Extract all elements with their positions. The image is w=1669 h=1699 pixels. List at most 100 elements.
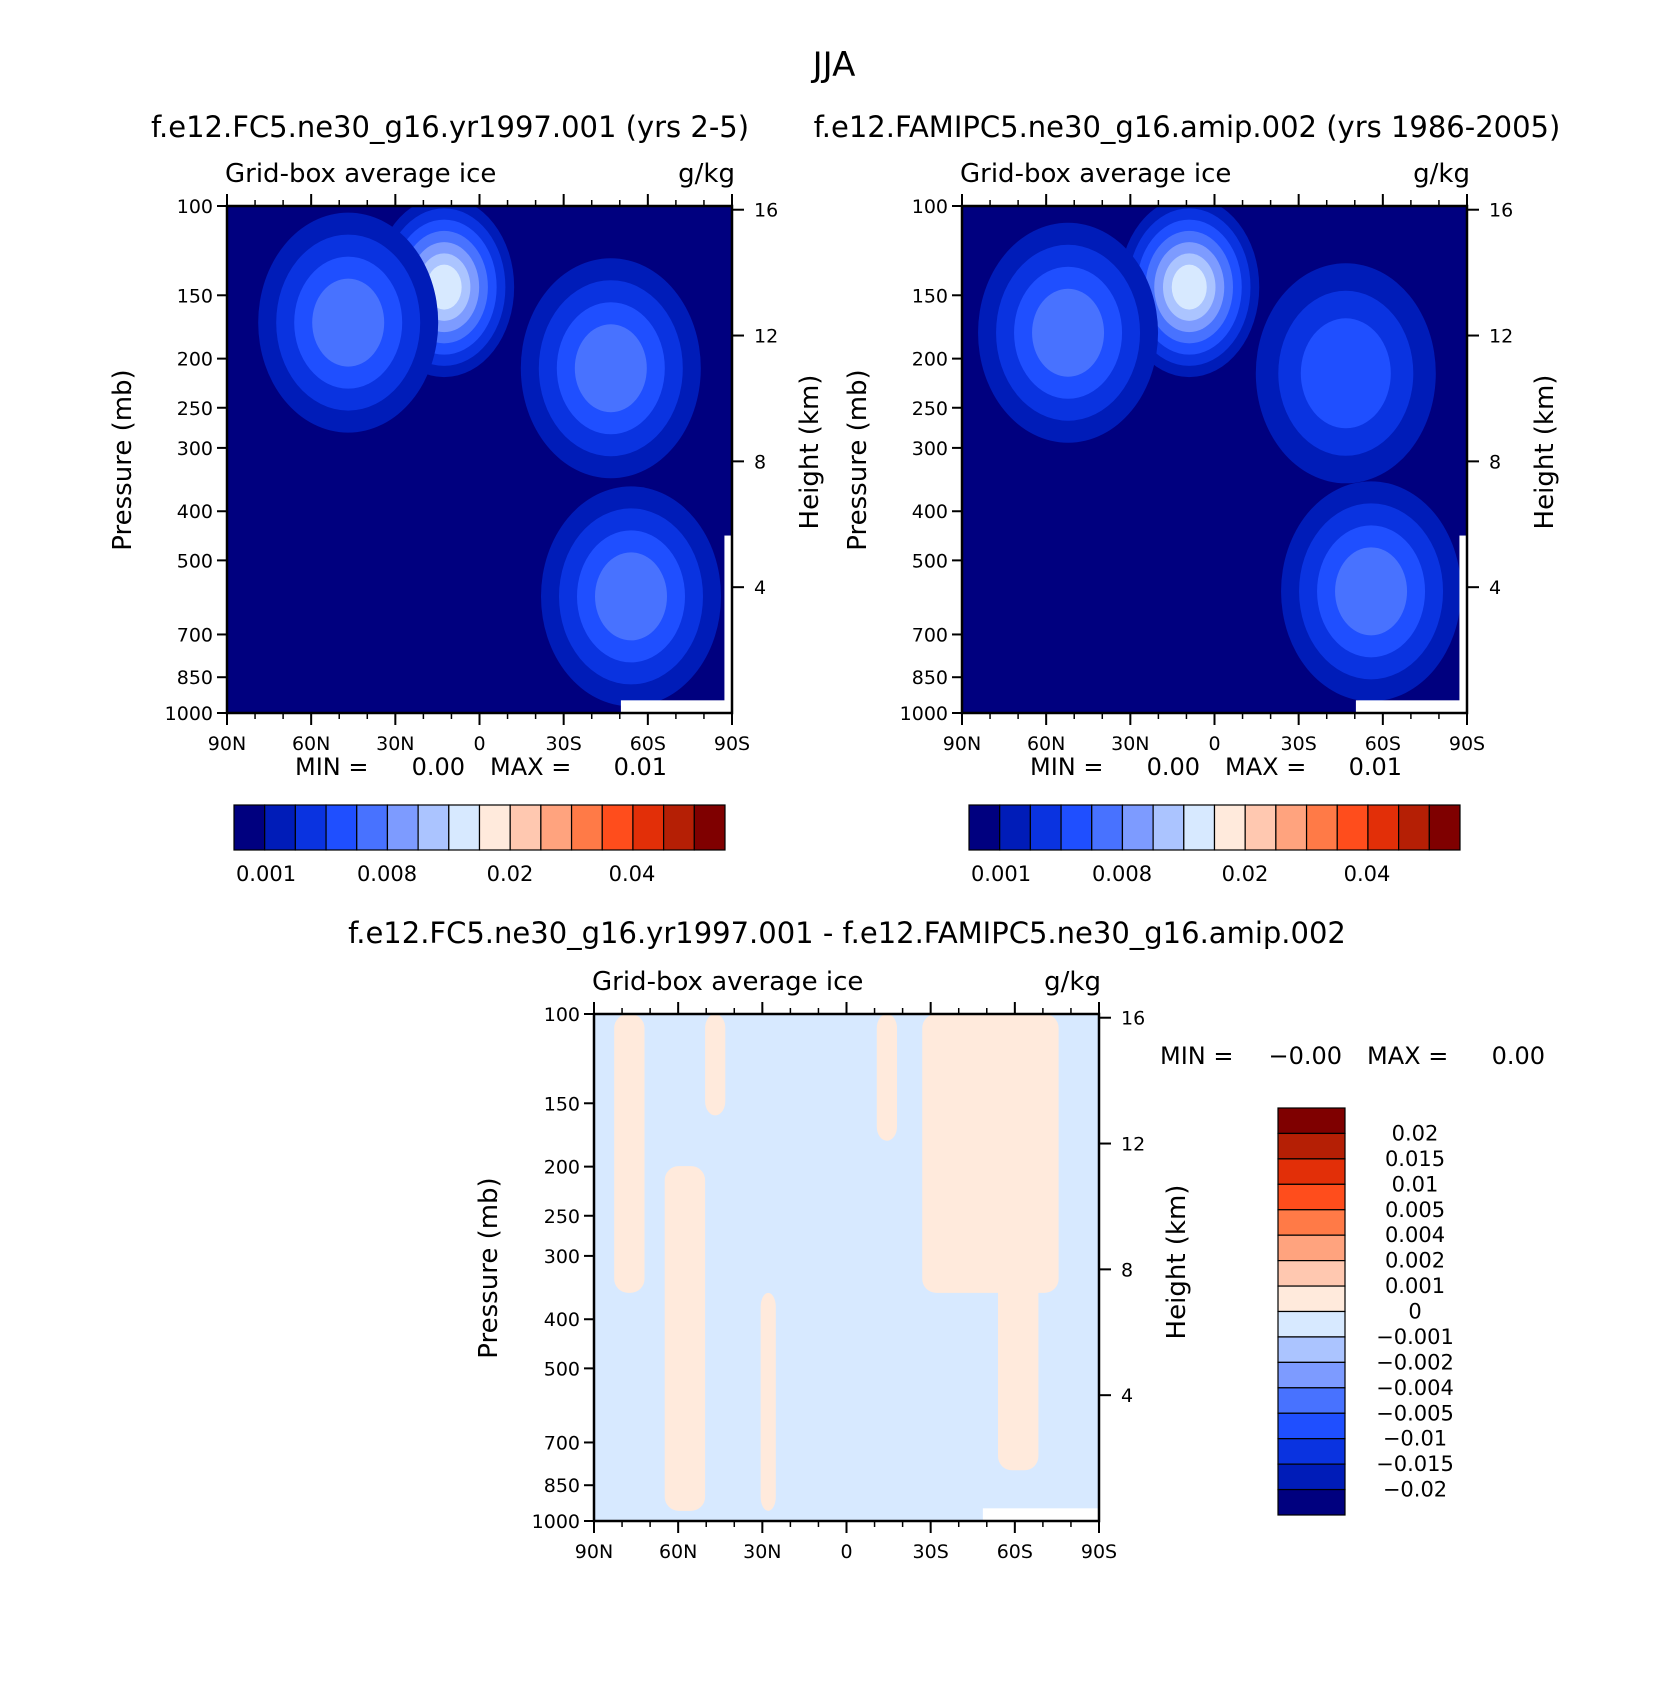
colorbar-swatch — [968, 804, 1001, 851]
y2-tick-label: 8 — [1489, 451, 1501, 473]
y2-tick-label: 4 — [1121, 1385, 1133, 1407]
colorbar-swatch — [663, 804, 695, 851]
panel-2-title: f.e12.FAMIPC5.ne30_g16.amip.002 (yrs 198… — [814, 110, 1561, 144]
x-tick-label: 30S — [546, 733, 582, 755]
y-tick-label: 150 — [544, 1093, 580, 1115]
panel-2-ylabel: Pressure (mb) — [843, 369, 873, 550]
panel-3-max-value: 0.00 — [1492, 1042, 1545, 1070]
colorbar-swatch — [1213, 804, 1246, 851]
colorbar-swatch — [1367, 804, 1400, 851]
colorbar-swatch — [1244, 804, 1277, 851]
colorbar-swatch — [1305, 804, 1338, 851]
panel-1-max-value: 0.01 — [614, 753, 667, 781]
colorbar-swatch — [601, 804, 634, 851]
x-tick-label: 30N — [743, 1541, 781, 1563]
panel-2-min-label: MIN = — [1030, 753, 1103, 781]
colorbar-label: −0.01 — [1383, 1427, 1447, 1451]
colorbar-swatch — [1336, 804, 1369, 851]
colorbar-label: 0.001 — [1385, 1274, 1445, 1298]
x-tick-label: 30N — [376, 733, 414, 755]
positive-anomaly — [922, 1014, 1059, 1293]
colorbar-swatch — [1277, 1488, 1346, 1516]
missing-data — [982, 1508, 1099, 1521]
missing-data — [724, 535, 732, 713]
panel-2-minmax: MIN = 0.00 MAX = 0.01 — [1030, 753, 1402, 781]
colorbar-label: 0.02 — [1222, 862, 1269, 886]
colorbar-swatch — [1029, 804, 1062, 851]
x-tick-label: 30S — [913, 1541, 949, 1563]
colorbar-swatch — [1152, 804, 1185, 851]
colorbar-swatch — [509, 804, 542, 851]
colorbar-label: 0.008 — [357, 862, 417, 886]
positive-anomaly — [876, 1014, 897, 1141]
y2-tick-label: 12 — [1121, 1134, 1145, 1156]
y-tick-label: 250 — [544, 1206, 580, 1228]
positive-anomaly — [705, 1014, 726, 1116]
colorbar-label: 0.005 — [1385, 1198, 1445, 1222]
colorbar-swatch — [1277, 1107, 1346, 1135]
colorbar-label: −0.02 — [1383, 1478, 1447, 1502]
colorbar-label: 0.02 — [487, 862, 534, 886]
colorbar-label: 0.004 — [1385, 1223, 1445, 1247]
panel-2-max-label: MAX = — [1225, 753, 1306, 781]
panel-2-max-value: 0.01 — [1349, 753, 1402, 781]
colorbar-swatch — [1277, 1387, 1346, 1414]
y-tick-label: 250 — [177, 398, 213, 420]
panel-2-plot: 90N 60N 30N 0 30S 60S 90S 100 150 200 250 300 400 500… — [900, 194, 1513, 755]
y-tick-label: 700 — [912, 624, 948, 646]
colorbar-swatch — [264, 804, 296, 851]
panel-3-colorbar: 0.020.0150.010.0050.0040.0020.0010−0.001… — [1277, 1107, 1454, 1516]
y-tick-label: 700 — [544, 1432, 580, 1454]
y2-tick-label: 8 — [1121, 1259, 1133, 1281]
panel-1-y2label: Height (km) — [795, 375, 825, 530]
x-tick-label: 90N — [208, 733, 246, 755]
panel-1-plot: 90N 60N 30N 0 30S 60S 90S 100 150 200 250 300 400 500… — [165, 194, 778, 755]
x-tick-label: 60S — [1365, 733, 1401, 755]
y-tick-label: 700 — [177, 624, 213, 646]
colorbar-label: −0.004 — [1376, 1376, 1454, 1400]
colorbar-swatch — [356, 804, 389, 851]
colorbar-swatch — [1277, 1336, 1346, 1363]
colorbar-swatch — [386, 804, 419, 851]
colorbar-swatch — [1183, 804, 1216, 851]
colorbar-swatch — [1277, 1412, 1346, 1440]
y2-tick-label: 12 — [754, 326, 778, 348]
x-tick-label: 90N — [943, 733, 981, 755]
y-tick-label: 200 — [912, 349, 948, 371]
colorbar-swatch — [570, 804, 603, 851]
y-tick-label: 850 — [912, 667, 948, 689]
x-tick-label: 60N — [1027, 733, 1065, 755]
panel-1-minmax: MIN = 0.00 MAX = 0.01 — [295, 753, 667, 781]
field-1 — [227, 206, 732, 713]
colorbar-swatch — [478, 804, 511, 851]
colorbar-swatch — [1277, 1361, 1346, 1389]
x-tick-label: 30N — [1111, 733, 1149, 755]
colorbar-swatch — [540, 804, 573, 851]
page-title: JJA — [811, 45, 856, 85]
y-tick-label: 1000 — [900, 703, 948, 725]
colorbar-label: 0.04 — [1344, 862, 1391, 886]
missing-data — [1355, 700, 1467, 713]
field-2 — [962, 206, 1467, 713]
colorbar-swatch — [1277, 1438, 1346, 1465]
ice-contour — [595, 552, 667, 641]
y-tick-label: 300 — [544, 1246, 580, 1268]
panel-2-y2label: Height (km) — [1530, 375, 1560, 530]
panel-2-colorbar: 0.001 0.008 0.02 0.04 — [968, 804, 1461, 886]
panel-3-y2label: Height (km) — [1162, 1185, 1192, 1340]
colorbar-swatch — [693, 804, 726, 851]
panel-3-variable: Grid-box average ice — [592, 967, 863, 997]
x-tick-label: 90S — [714, 733, 750, 755]
ice-contour — [1300, 318, 1391, 429]
colorbar-swatch — [1277, 1310, 1346, 1338]
colorbar-label: −0.002 — [1376, 1350, 1454, 1374]
panel-2: f.e12.FAMIPC5.ne30_g16.amip.002 (yrs 198… — [814, 110, 1561, 886]
y-tick-label: 200 — [544, 1157, 580, 1179]
colorbar-label: 0.001 — [236, 862, 296, 886]
y-tick-label: 500 — [544, 1358, 580, 1380]
x-tick-label: 90N — [575, 1541, 613, 1563]
y-tick-label: 150 — [912, 285, 948, 307]
panel-1-min-label: MIN = — [295, 753, 368, 781]
y-tick-label: 100 — [912, 196, 948, 218]
panel-3: f.e12.FC5.ne30_g16.yr1997.001 - f.e12.FA… — [348, 916, 1545, 1563]
